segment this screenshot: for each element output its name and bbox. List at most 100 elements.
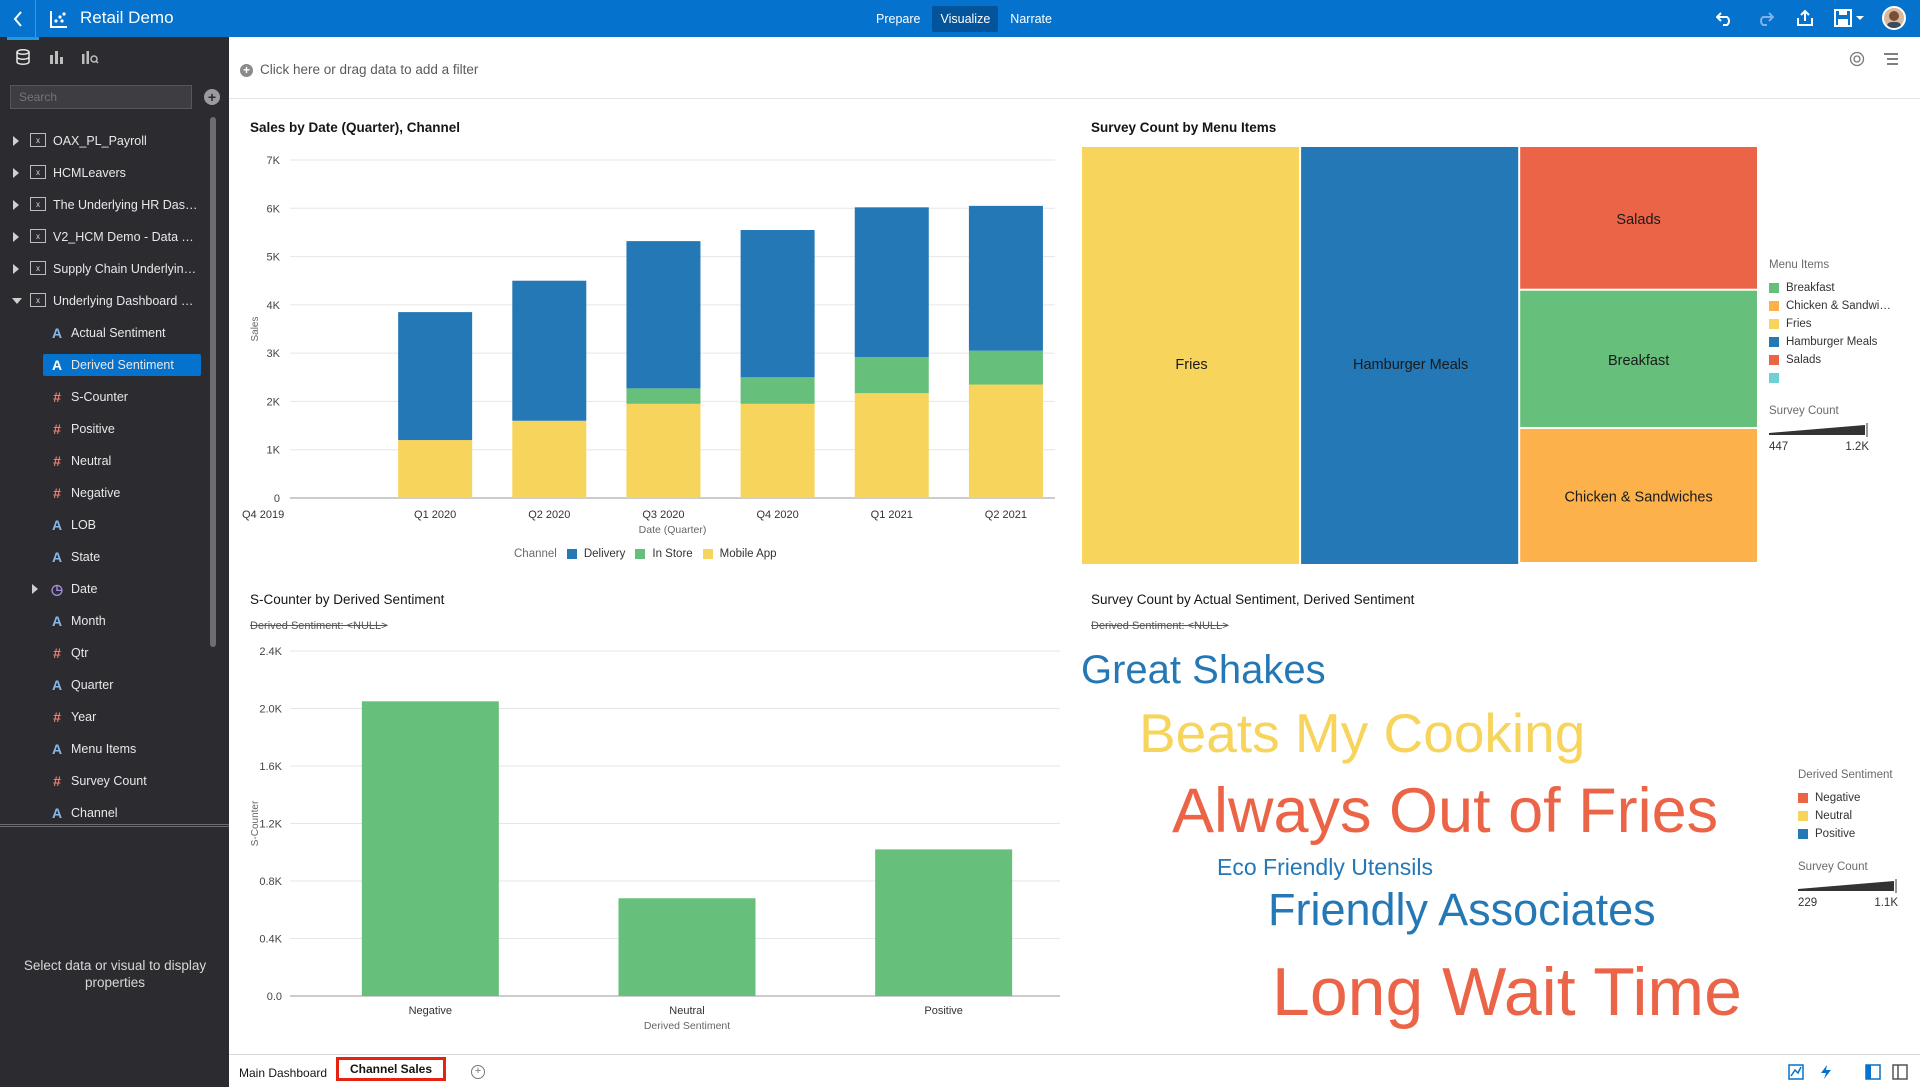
field-item[interactable]: A Menu Items: [0, 733, 210, 765]
brushing-icon[interactable]: [1787, 1063, 1805, 1081]
bar[interactable]: [875, 849, 1012, 996]
bar-segment[interactable]: [626, 388, 700, 403]
word-beats-my-cooking[interactable]: Beats My Cooking: [1139, 706, 1585, 761]
collapse-caret-icon[interactable]: [12, 298, 22, 304]
add-dataset-icon[interactable]: +: [204, 89, 220, 105]
bar-segment[interactable]: [855, 393, 929, 498]
bar-segment[interactable]: [741, 230, 815, 377]
bar[interactable]: [619, 898, 756, 996]
bar-segment[interactable]: [855, 357, 929, 393]
legend-item[interactable]: Salads: [1769, 351, 1909, 369]
field-item[interactable]: A State: [0, 541, 210, 573]
undo-icon[interactable]: [1712, 6, 1738, 30]
scounter-bar-chart[interactable]: 0.0 0.4K 0.8K 1.2K 1.6K 2.0K 2.4K S-Counter Nega…: [240, 640, 1070, 1040]
expand-caret-icon[interactable]: [13, 200, 19, 210]
avatar[interactable]: [1882, 6, 1906, 30]
add-filter-icon[interactable]: +: [240, 64, 253, 77]
bar-segment[interactable]: [398, 312, 472, 440]
legend-item-delivery[interactable]: Delivery: [567, 545, 626, 563]
expand-caret-icon[interactable]: [32, 584, 38, 594]
dataset-item[interactable]: x HCMLeavers: [0, 157, 210, 189]
bar-segment[interactable]: [398, 440, 472, 498]
bar-segment[interactable]: [741, 404, 815, 498]
left-panel-toggle-icon[interactable]: [1864, 1063, 1882, 1081]
mode-prepare[interactable]: Prepare: [868, 6, 928, 32]
bar-segment[interactable]: [626, 241, 700, 388]
word-always-out-of-fries[interactable]: Always Out of Fries: [1172, 780, 1718, 843]
save-icon[interactable]: [1832, 6, 1868, 30]
bar-segment[interactable]: [969, 385, 1043, 498]
visualizations-icon[interactable]: [45, 45, 69, 69]
auto-insights-icon[interactable]: [1847, 49, 1867, 69]
filter-bar[interactable]: + Click here or drag data to add a filte…: [229, 37, 1920, 99]
legend-item[interactable]: Breakfast: [1769, 279, 1909, 297]
dataset-item[interactable]: x Supply Chain Underlyin…: [0, 253, 210, 285]
field-item[interactable]: # Negative: [0, 477, 210, 509]
field-item[interactable]: A Quarter: [0, 669, 210, 701]
bar-segment[interactable]: [969, 206, 1043, 351]
scounter-chart-title: S-Counter by Derived Sentiment: [250, 592, 444, 607]
sales-by-quarter-chart[interactable]: 0 1K 2K 3K 4K 5K 6K 7K Sales Q4 2019 Q1 2020 Q2 202…: [240, 145, 1060, 565]
field-item[interactable]: A Month: [0, 605, 210, 637]
dataset-item[interactable]: x OAX_PL_Payroll: [0, 125, 210, 157]
dataset-item[interactable]: x Underlying Dashboard …: [0, 285, 210, 317]
field-item[interactable]: ◷ Date: [0, 573, 210, 605]
redo-icon[interactable]: [1752, 6, 1778, 30]
legend-item[interactable]: Neutral: [1798, 807, 1913, 825]
field-item[interactable]: # Year: [0, 701, 210, 733]
attribute-icon: A: [50, 613, 64, 629]
filter-prompt[interactable]: Click here or drag data to add a filter: [260, 62, 478, 77]
expand-caret-icon[interactable]: [13, 264, 19, 274]
legend-item[interactable]: Hamburger Meals: [1769, 333, 1909, 351]
word-friendly-associates[interactable]: Friendly Associates: [1268, 887, 1656, 932]
expand-caret-icon[interactable]: [13, 136, 19, 146]
menu-items-treemap[interactable]: Fries Hamburger Meals Salads Breakfast Chick…: [1082, 147, 1757, 564]
null-filter-note[interactable]: Derived Sentiment: <NULL>: [1091, 620, 1229, 632]
expand-caret-icon[interactable]: [13, 168, 19, 178]
export-icon[interactable]: [1792, 6, 1818, 30]
legend-item[interactable]: Positive: [1798, 825, 1913, 843]
auto-apply-icon[interactable]: [1817, 1063, 1835, 1081]
tab-channel-sales[interactable]: Channel Sales: [336, 1057, 446, 1081]
bar-segment[interactable]: [741, 377, 815, 404]
legend-item[interactable]: [1769, 369, 1909, 387]
legend-item-in-store[interactable]: In Store: [635, 545, 692, 563]
field-item[interactable]: # Survey Count: [0, 765, 210, 797]
legend-item[interactable]: Negative: [1798, 789, 1913, 807]
null-filter-note[interactable]: Derived Sentiment: <NULL>: [250, 620, 388, 632]
bar[interactable]: [362, 701, 499, 996]
menu-icon[interactable]: [1881, 49, 1901, 69]
legend-item[interactable]: Fries: [1769, 315, 1909, 333]
dataset-item[interactable]: x The Underlying HR Das…: [0, 189, 210, 221]
data-panel-scrollbar[interactable]: [210, 117, 216, 647]
field-item[interactable]: # Neutral: [0, 445, 210, 477]
field-item[interactable]: A LOB: [0, 509, 210, 541]
search-input[interactable]: [10, 85, 192, 109]
legend-item[interactable]: Chicken & Sandwi…: [1769, 297, 1909, 315]
field-item[interactable]: A Actual Sentiment: [0, 317, 210, 349]
mode-visualize[interactable]: Visualize: [932, 6, 998, 32]
panel-splitter[interactable]: [0, 824, 229, 827]
add-canvas-icon[interactable]: +: [471, 1065, 485, 1079]
bar-segment[interactable]: [969, 351, 1043, 385]
field-item[interactable]: # S-Counter: [0, 381, 210, 413]
legend-item-mobile-app[interactable]: Mobile App: [703, 545, 777, 563]
expand-caret-icon[interactable]: [13, 232, 19, 242]
bar-segment[interactable]: [626, 404, 700, 498]
mode-narrate[interactable]: Narrate: [1002, 6, 1060, 32]
word-long-wait-time[interactable]: Long Wait Time: [1272, 958, 1742, 1026]
field-item[interactable]: # Qtr: [0, 637, 210, 669]
analytics-icon[interactable]: [78, 45, 102, 69]
bar-segment[interactable]: [512, 281, 586, 421]
bar-segment[interactable]: [512, 421, 586, 498]
right-panel-toggle-icon[interactable]: [1891, 1063, 1909, 1081]
dataset-item[interactable]: x V2_HCM Demo - Data T…: [0, 221, 210, 253]
word-eco-friendly-utensils[interactable]: Eco Friendly Utensils: [1217, 856, 1433, 879]
data-icon[interactable]: [11, 45, 35, 69]
tab-main-dashboard[interactable]: Main Dashboard: [229, 1062, 337, 1084]
back-icon[interactable]: [0, 0, 36, 37]
bar-segment[interactable]: [855, 207, 929, 357]
field-item-selected[interactable]: A Derived Sentiment: [0, 349, 210, 381]
field-item[interactable]: # Positive: [0, 413, 210, 445]
word-great-shakes[interactable]: Great Shakes: [1081, 650, 1326, 690]
